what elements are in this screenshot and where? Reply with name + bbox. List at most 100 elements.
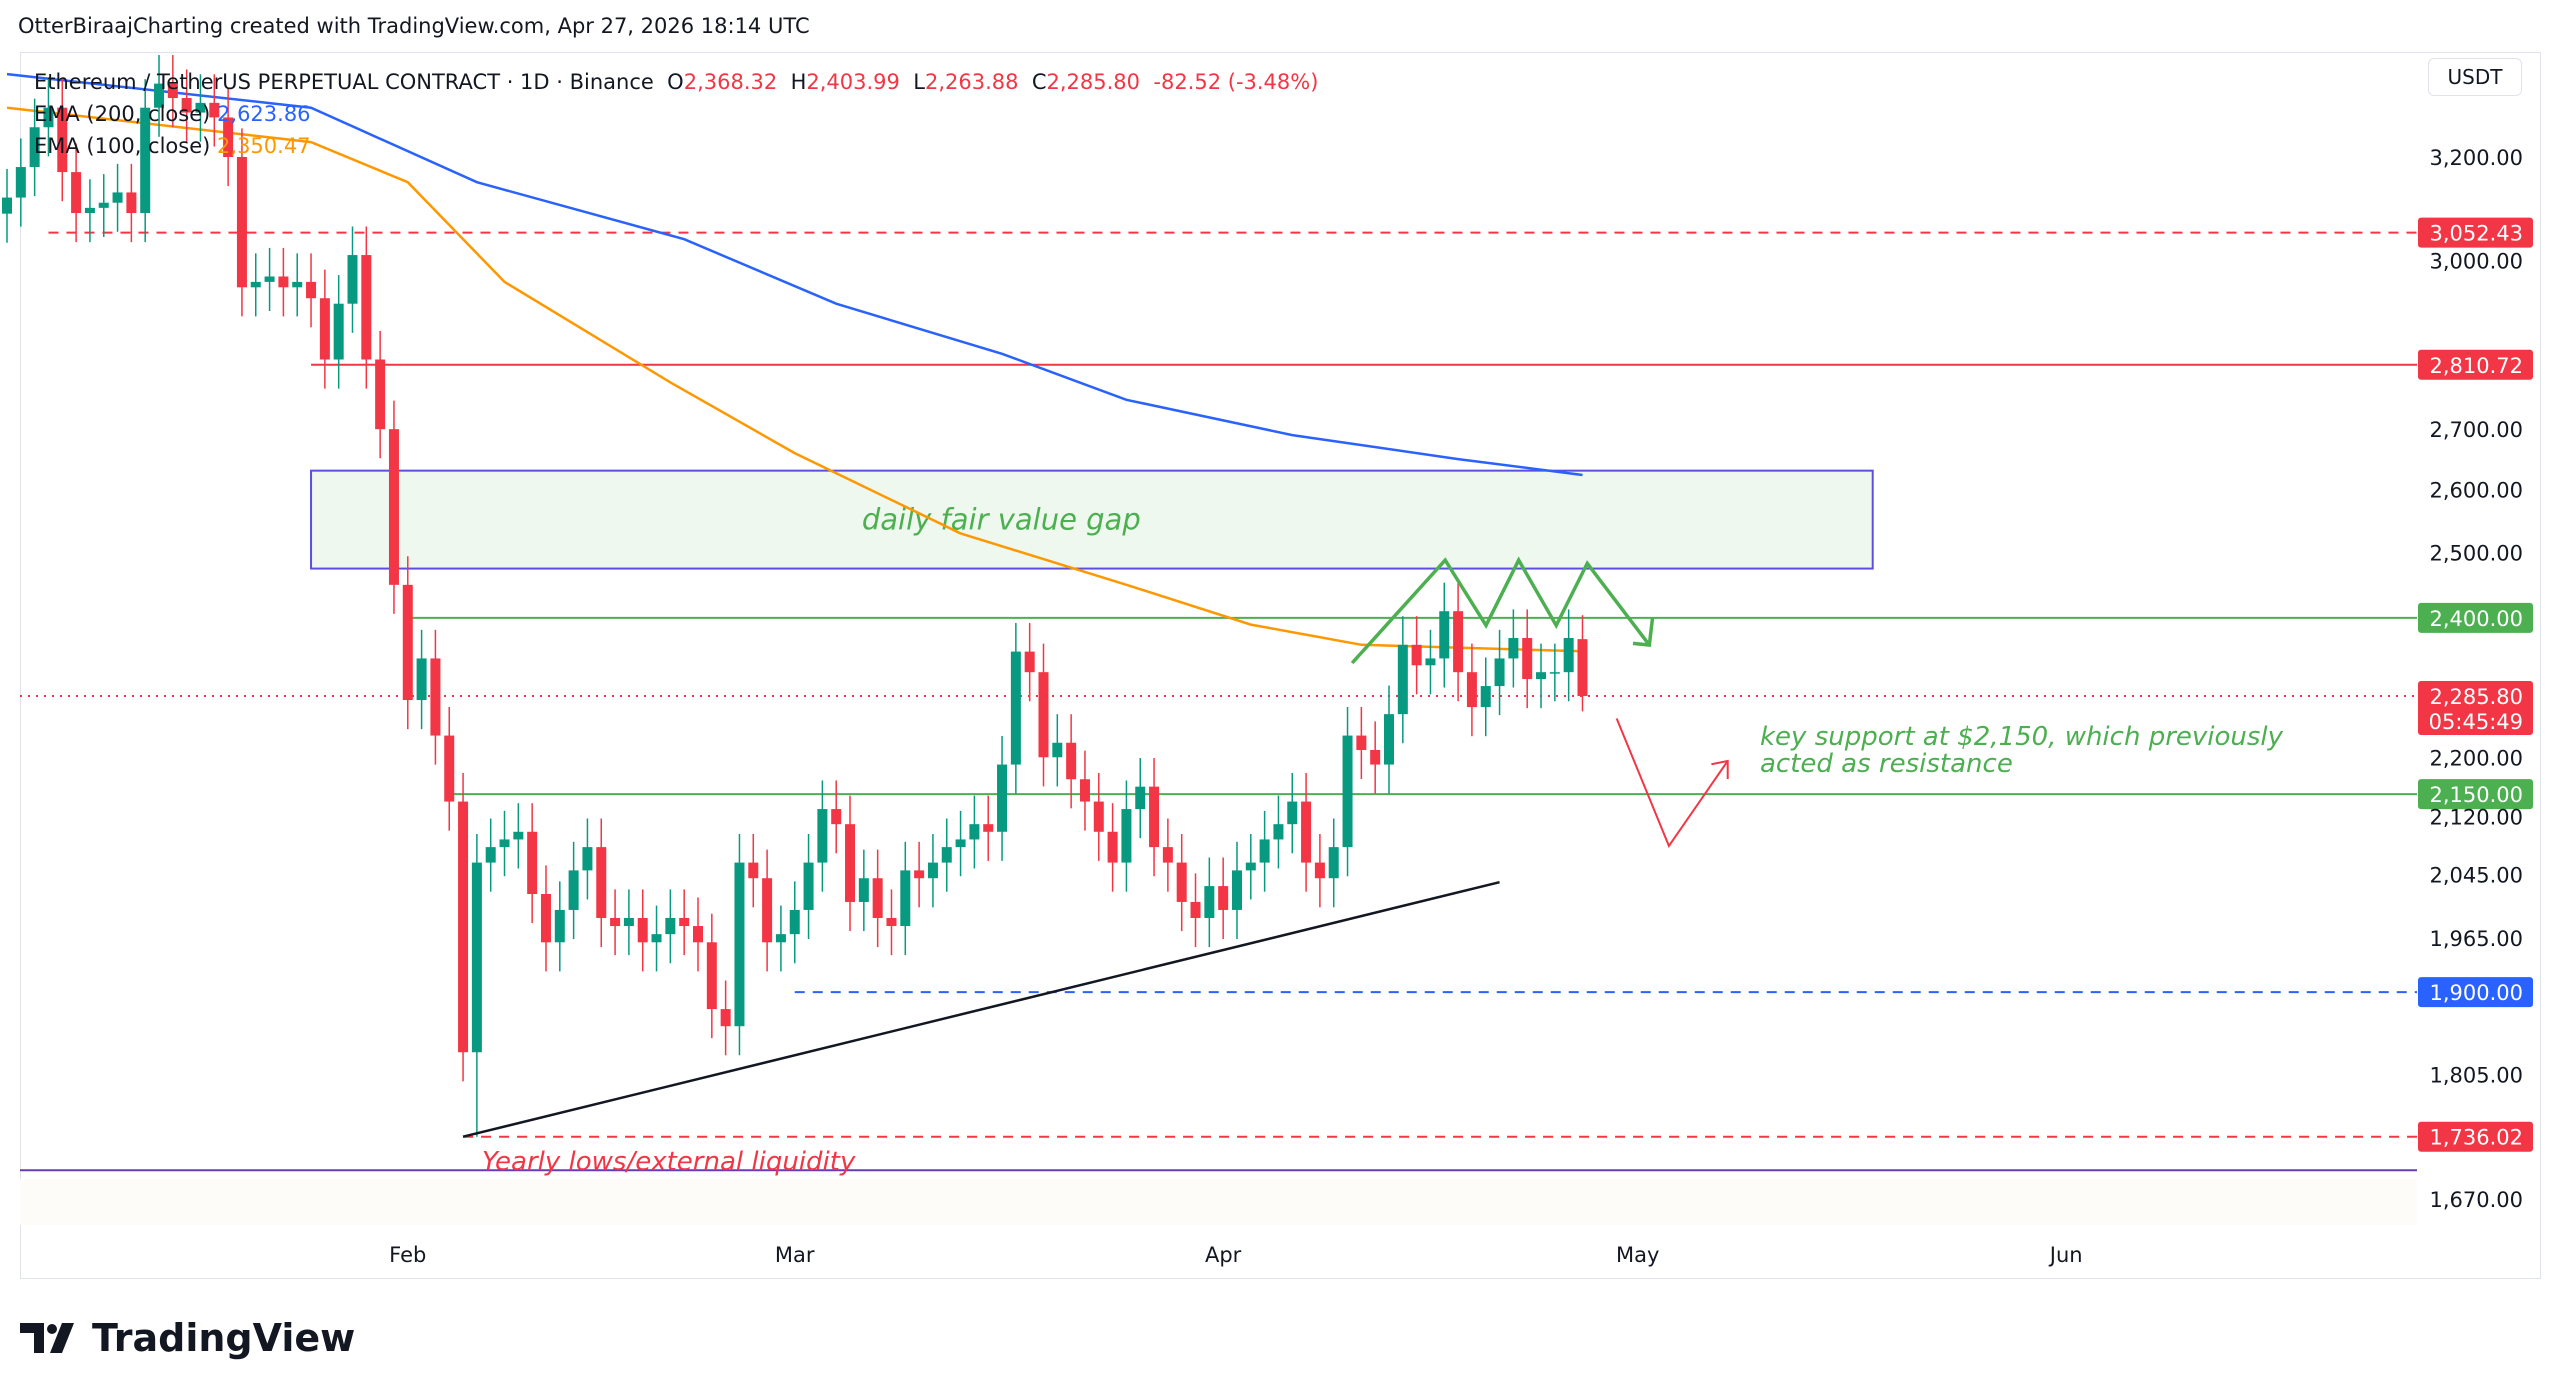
candle-body	[803, 862, 814, 910]
candle-body	[1356, 735, 1367, 750]
candle-body	[15, 167, 26, 198]
candle-body	[43, 107, 54, 128]
triple-top-zigzag	[1350, 556, 1651, 665]
candle-body	[1231, 870, 1242, 910]
candle	[582, 818, 593, 900]
candle-body	[623, 917, 634, 927]
candle	[43, 79, 54, 157]
candle-body	[554, 909, 565, 943]
open-label: O	[667, 70, 684, 94]
candle-body	[748, 862, 759, 879]
candle-body	[513, 831, 524, 840]
candle	[845, 795, 856, 932]
candle	[458, 772, 469, 1082]
candle-body	[430, 658, 441, 736]
candle	[997, 735, 1008, 861]
currency-button[interactable]: USDT	[2428, 58, 2522, 96]
candle	[941, 818, 952, 892]
candle-body	[1121, 809, 1132, 863]
candle-body	[1466, 672, 1477, 708]
candle-body	[333, 303, 344, 360]
candle-body	[195, 102, 206, 113]
legend: Ethereum / TetherUS PERPETUAL CONTRACT ·…	[34, 66, 1318, 162]
candle-body	[789, 909, 800, 935]
tradingview-logo[interactable]: TradingView	[20, 1316, 355, 1360]
candle-body	[969, 824, 980, 840]
candle	[651, 905, 662, 972]
current-price-tag	[2418, 680, 2533, 735]
tradingview-logo-icon	[20, 1323, 74, 1353]
candle	[333, 275, 344, 389]
candle-body	[775, 934, 786, 943]
candle-body	[983, 824, 994, 832]
ema200-label: EMA (200, close)	[34, 102, 211, 126]
candle	[471, 834, 482, 1137]
high-label: H	[790, 70, 807, 94]
candle	[872, 849, 883, 948]
level-price-tag	[2418, 779, 2533, 810]
candle	[983, 795, 994, 861]
candle	[98, 174, 109, 237]
candle-body	[347, 255, 358, 304]
candle	[167, 55, 178, 128]
symbol-title[interactable]: Ethereum / TetherUS PERPETUAL CONTRACT ·…	[34, 70, 654, 94]
ema200-row[interactable]: EMA (200, close) 2,623.86	[34, 98, 1318, 130]
candle	[817, 780, 828, 892]
candle	[1466, 643, 1477, 737]
candle	[665, 889, 676, 964]
candle-body	[845, 824, 856, 902]
candle	[734, 834, 745, 1056]
y-tick-label: 2,500.00	[2429, 541, 2523, 565]
candle	[1384, 685, 1394, 794]
candle-body	[665, 917, 676, 935]
candle	[2, 168, 12, 243]
candle	[623, 889, 634, 956]
candle	[637, 889, 648, 972]
ema100-row[interactable]: EMA (100, close) 2,350.47	[34, 130, 1318, 162]
candle	[679, 889, 690, 956]
low-value: 2,263.88	[924, 70, 1019, 94]
candle-body	[361, 255, 372, 360]
candle	[900, 841, 911, 956]
candle	[1079, 750, 1090, 831]
candle	[1397, 616, 1408, 744]
candle	[1038, 643, 1049, 787]
candle-body	[57, 107, 68, 173]
y-tick-label: 1,670.00	[2429, 1188, 2523, 1212]
candle	[1508, 609, 1519, 688]
candle	[1549, 643, 1560, 702]
change-value: -82.52 (-3.48%)	[1153, 70, 1319, 94]
candle	[693, 897, 703, 972]
candle	[1149, 758, 1160, 877]
fair-value-gap-label: daily fair value gap	[862, 503, 1141, 537]
ema200-value: 2,623.86	[217, 102, 311, 126]
candle	[1231, 841, 1242, 940]
candle	[140, 79, 151, 243]
candle	[306, 253, 317, 328]
open-value: 2,368.32	[683, 70, 778, 94]
candle-body	[1508, 638, 1519, 659]
level-price-label: 2,150.00	[2429, 783, 2523, 807]
candle	[610, 889, 621, 956]
candle-body	[1149, 786, 1160, 848]
candle	[250, 253, 261, 317]
candle	[388, 400, 399, 614]
candle-body	[458, 801, 469, 1053]
candle	[1453, 582, 1464, 702]
candle-body	[140, 107, 151, 214]
candle	[748, 834, 759, 908]
candle-body	[900, 870, 911, 927]
candle	[278, 247, 289, 317]
candle	[720, 980, 731, 1056]
symbol-row: Ethereum / TetherUS PERPETUAL CONTRACT ·…	[34, 66, 1318, 98]
candle	[1162, 818, 1173, 892]
current-price-label: 2,285.80	[2429, 685, 2523, 709]
candle-body	[1384, 714, 1394, 765]
candle	[1287, 772, 1298, 854]
candle	[1480, 657, 1491, 737]
candle-body	[2, 197, 12, 214]
candle	[789, 881, 800, 964]
candle-body	[1494, 658, 1505, 687]
candle	[1370, 721, 1381, 794]
